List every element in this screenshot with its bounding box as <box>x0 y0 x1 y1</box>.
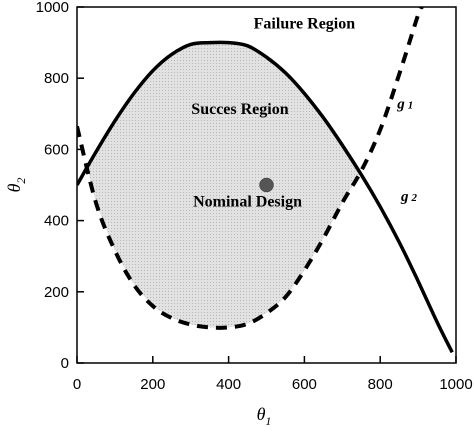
failure-region-label: Failure Region <box>254 15 356 32</box>
x-tick-label-800: 800 <box>368 376 393 393</box>
x-tick-label-200: 200 <box>140 376 165 393</box>
succes-region-label: Succes Region <box>191 101 288 118</box>
x-axis-label: θ1 <box>257 404 272 428</box>
y-axis-label: θ2 <box>4 178 28 193</box>
success-region <box>87 42 360 328</box>
y-tick-label-0: 0 <box>61 355 69 372</box>
nominal-design-point <box>259 177 274 193</box>
y-tick-label-200: 200 <box>44 284 69 301</box>
y-tick-label-800: 800 <box>44 70 69 87</box>
nominal-design-label: Nominal Design <box>193 193 302 210</box>
plot-frame <box>76 6 457 364</box>
y-tick-label-600: 600 <box>44 141 69 158</box>
x-tick-label-0: 0 <box>73 376 81 393</box>
x-tick-label-400: 400 <box>216 376 241 393</box>
x-tick-label-1000: 1000 <box>439 376 472 393</box>
x-tick-label-600: 600 <box>292 376 317 393</box>
series-line-g1 <box>77 7 424 330</box>
y-tick-label-1000: 1000 <box>36 0 69 16</box>
series-line-g2 <box>77 40 454 354</box>
y-tick-label-400: 400 <box>44 213 69 230</box>
